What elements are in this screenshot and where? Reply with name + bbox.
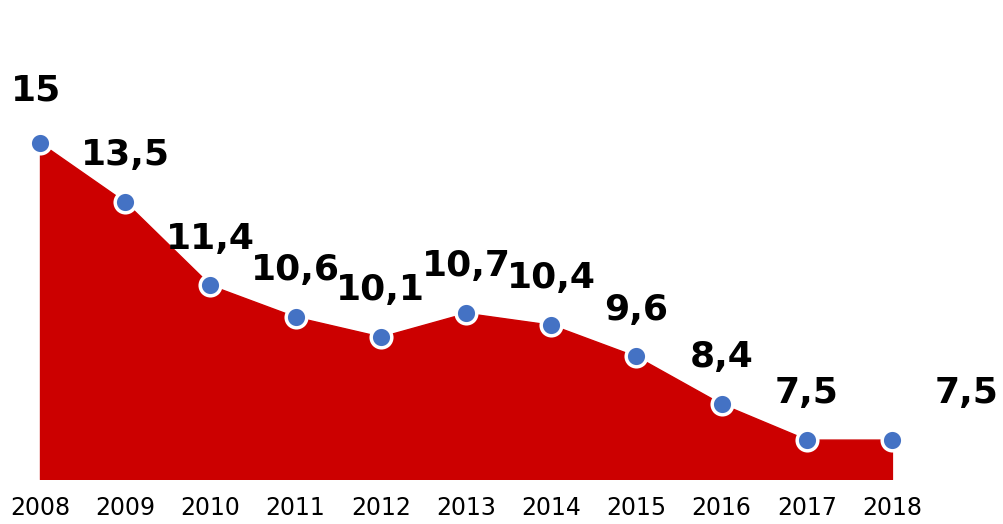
Point <box>883 435 899 444</box>
Point <box>713 400 729 408</box>
Text: 7,5: 7,5 <box>774 376 838 410</box>
Point <box>543 321 559 329</box>
Text: 15: 15 <box>11 73 61 107</box>
Point <box>203 281 219 289</box>
Point <box>457 309 473 317</box>
Point <box>32 138 48 147</box>
Text: 10,1: 10,1 <box>336 273 425 307</box>
Text: 10,7: 10,7 <box>421 249 510 283</box>
Point <box>372 332 388 341</box>
Text: 11,4: 11,4 <box>165 222 255 256</box>
Text: 7,5: 7,5 <box>934 376 997 410</box>
Text: 13,5: 13,5 <box>80 138 170 172</box>
Text: 10,4: 10,4 <box>507 261 595 295</box>
Text: 8,4: 8,4 <box>689 340 752 374</box>
Point <box>117 198 133 206</box>
Text: 10,6: 10,6 <box>251 253 340 287</box>
Text: 9,6: 9,6 <box>604 293 668 327</box>
Point <box>628 352 644 361</box>
Point <box>287 313 303 321</box>
Point <box>798 435 814 444</box>
